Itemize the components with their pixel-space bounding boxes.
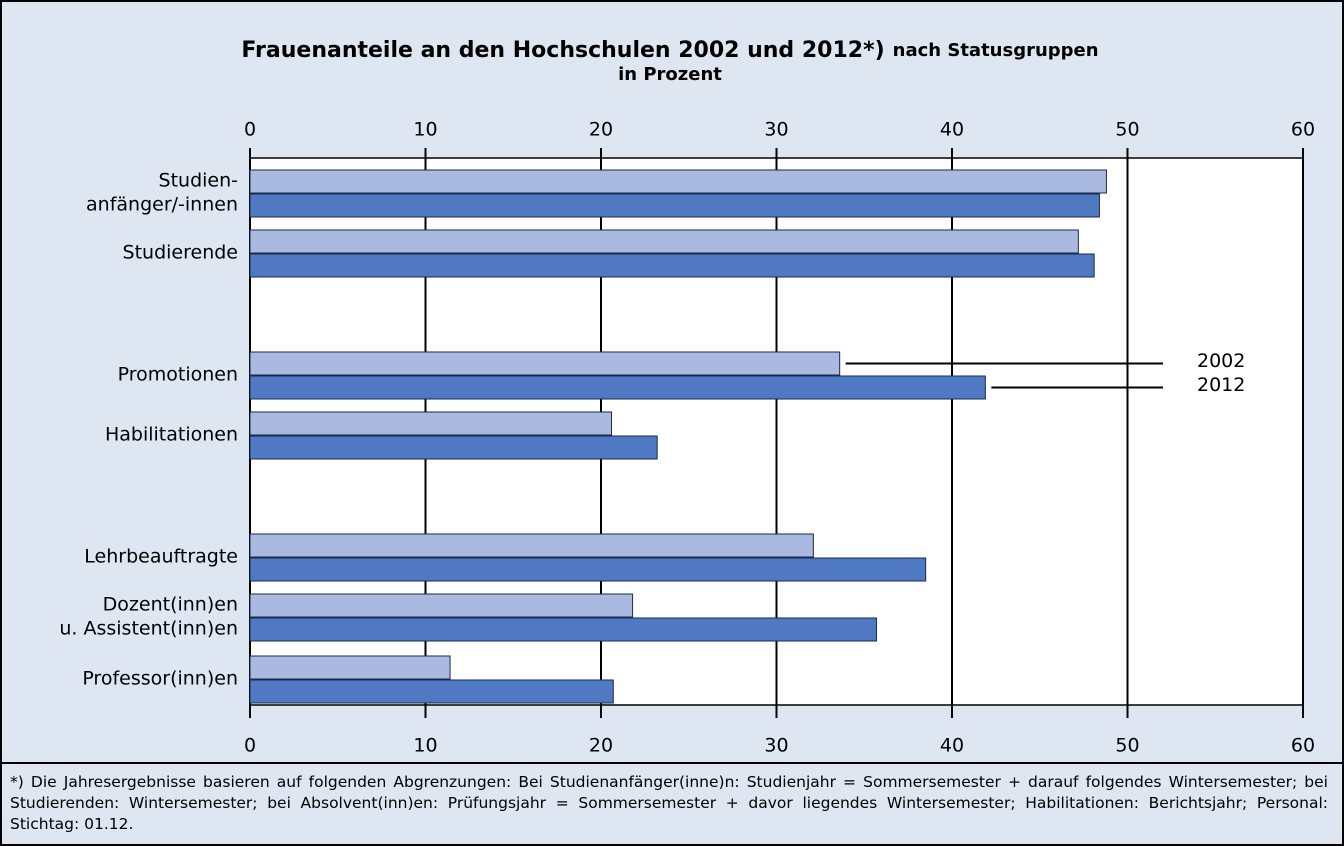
chart-subtitle: in Prozent [618,64,722,85]
x-tick-label-bottom: 20 [589,735,613,757]
x-tick-label-top: 50 [1115,119,1139,141]
bar [249,253,1095,278]
legend-label: 2012 [1197,374,1245,396]
bar [249,435,658,460]
bar [249,557,927,582]
y-tick-label: Lehrbeauftragte [84,546,238,568]
bar [249,193,1100,218]
bar [249,655,451,680]
bar [249,351,841,376]
bar [249,229,1079,254]
y-tick-label: Studierende [123,242,238,264]
y-tick-label: anfänger/-innen [86,194,238,216]
y-tick-label: Habilitationen [105,424,238,446]
x-tick-label-bottom: 40 [940,735,964,757]
x-tick-label-bottom: 50 [1115,735,1139,757]
bar [249,679,614,704]
y-tick-label: Professor(inn)en [82,668,238,690]
chart-title: Frauenanteile an den Hochschulen 2002 un… [241,38,884,63]
x-tick-label-bottom: 30 [764,735,788,757]
y-tick-label: Promotionen [118,364,238,386]
chart-title-suffix: nach Statusgruppen [893,40,1099,61]
x-tick-label-bottom: 10 [413,735,437,757]
chart-title-line: Frauenanteile an den Hochschulen 2002 un… [241,38,1098,63]
x-tick-label-top: 60 [1291,119,1315,141]
x-tick-label-top: 0 [244,119,256,141]
bar [249,411,613,436]
bar [249,169,1107,194]
bar [249,375,986,400]
x-tick-label-top: 20 [589,119,613,141]
y-tick-label: Dozent(inn)en [103,594,238,616]
x-tick-label-bottom: 0 [244,735,256,757]
bar [249,533,814,558]
footnote: *) Die Jahresergebnisse basieren auf fol… [10,773,1328,833]
x-tick-label-bottom: 60 [1291,735,1315,757]
y-tick-label: Studien- [159,170,238,192]
bar [249,617,878,642]
y-tick-label: u. Assistent(inn)en [59,618,238,640]
x-tick-label-top: 30 [764,119,788,141]
x-tick-label-top: 40 [940,119,964,141]
x-tick-label-top: 10 [413,119,437,141]
legend-label: 2002 [1197,350,1245,372]
bar [249,593,634,618]
